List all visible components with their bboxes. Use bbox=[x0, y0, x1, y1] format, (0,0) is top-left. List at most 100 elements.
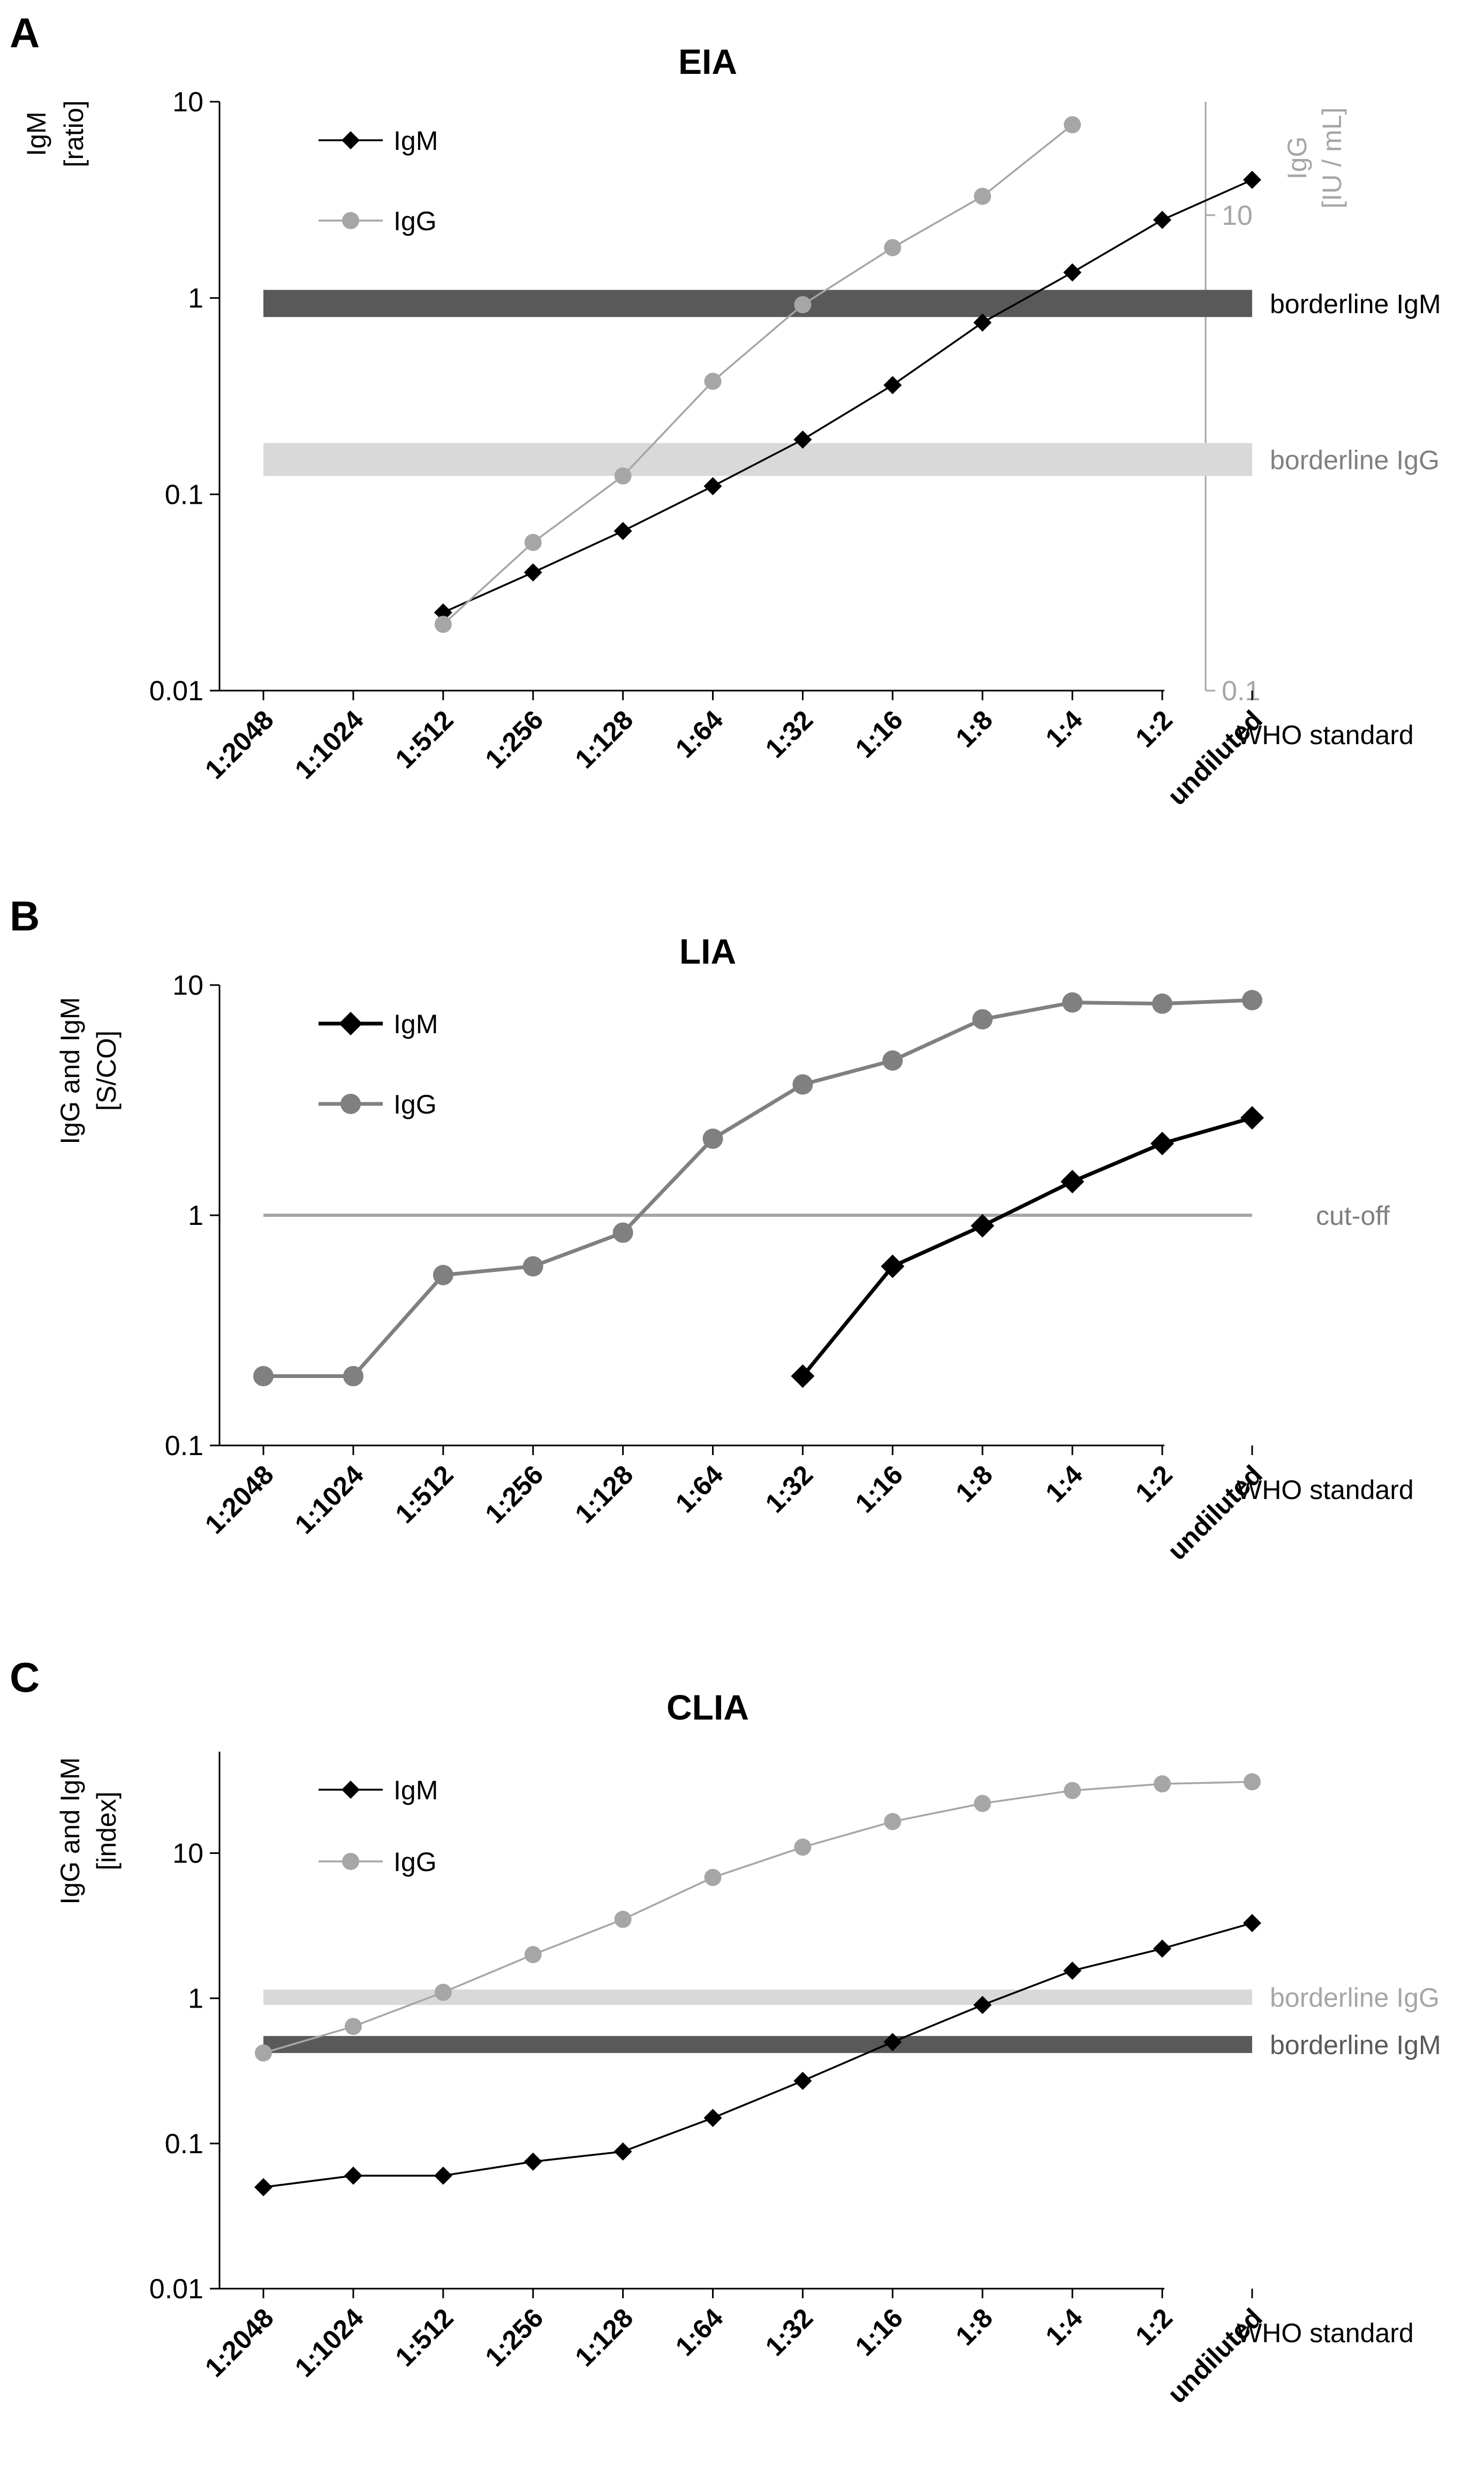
legend-label-igm: IgM bbox=[393, 126, 438, 156]
data-point-igg bbox=[1243, 1773, 1261, 1791]
data-point-igm bbox=[254, 2178, 272, 2197]
data-point-igg bbox=[704, 1868, 722, 1886]
x-tick-label: 1:32 bbox=[760, 705, 819, 763]
data-point-igg bbox=[882, 1050, 903, 1071]
panel-label: C bbox=[10, 1654, 40, 1701]
data-point-igg bbox=[253, 1366, 274, 1387]
y2-tick-label: 10 bbox=[1222, 200, 1253, 231]
data-point-igm bbox=[973, 1996, 992, 2015]
y-axis-label-line1: IgM bbox=[21, 111, 51, 156]
data-point-igg bbox=[524, 534, 542, 551]
x-tick-label: 1:2048 bbox=[199, 2303, 279, 2383]
borderline-band bbox=[263, 443, 1252, 476]
x-tick-label: 1:64 bbox=[670, 2303, 729, 2361]
data-point-igg bbox=[434, 1983, 452, 2001]
data-point-igg bbox=[794, 1838, 812, 1856]
x-tick-label: 1:2 bbox=[1130, 705, 1178, 753]
data-point-igm bbox=[703, 2109, 722, 2127]
data-point-igm bbox=[1243, 1914, 1261, 1933]
data-point-igm bbox=[881, 1254, 905, 1278]
legend-label-igm: IgM bbox=[393, 1775, 438, 1805]
x-tick-label: 1:64 bbox=[670, 705, 729, 763]
x-tick-label: 1:8 bbox=[950, 705, 998, 753]
y-tick-label: 1 bbox=[188, 1983, 203, 2015]
x-tick-label: 1:64 bbox=[670, 1459, 729, 1518]
legend-label-igg: IgG bbox=[393, 1847, 437, 1877]
data-point-igm bbox=[434, 2166, 452, 2185]
data-point-igm bbox=[434, 603, 452, 622]
data-point-igg bbox=[974, 187, 991, 205]
chart-title: LIA bbox=[679, 932, 736, 971]
series-line-igm bbox=[443, 179, 1253, 614]
data-point-igm bbox=[1243, 170, 1261, 189]
band-label: borderline IgG bbox=[1270, 445, 1440, 475]
y-axis-label-line1: IgG and IgM bbox=[55, 1757, 85, 1904]
data-point-igg bbox=[1152, 993, 1172, 1014]
y-axis-label-line2: [index] bbox=[92, 1791, 122, 1870]
x-tick-label: 1:1024 bbox=[289, 705, 369, 785]
y-tick-label: 10 bbox=[172, 87, 203, 118]
data-point-igg bbox=[794, 296, 812, 314]
band-label: borderline IgG bbox=[1270, 1983, 1440, 2013]
data-point-igg bbox=[702, 1129, 723, 1149]
y-tick-label: 1 bbox=[188, 283, 203, 314]
data-point-igm bbox=[971, 1214, 995, 1238]
x-tick-label: 1:32 bbox=[760, 1459, 819, 1518]
data-point-igg bbox=[612, 1222, 633, 1243]
x-tick-label: 1:512 bbox=[390, 2303, 459, 2372]
data-point-igm bbox=[524, 563, 542, 582]
x-tick-label: 1:8 bbox=[950, 2303, 998, 2351]
chart-title: EIA bbox=[678, 42, 737, 81]
data-point-igm bbox=[703, 477, 722, 496]
data-point-igg bbox=[614, 1911, 632, 1928]
data-point-igm bbox=[344, 2166, 362, 2185]
data-point-igm bbox=[791, 1364, 815, 1388]
x-tick-label: 1:1024 bbox=[289, 2303, 369, 2383]
data-point-igg bbox=[523, 1256, 543, 1277]
data-point-igm bbox=[883, 2033, 902, 2051]
legend-marker-igg bbox=[342, 212, 359, 229]
data-point-igm bbox=[614, 2142, 632, 2161]
borderline-band bbox=[263, 1989, 1252, 2005]
legend-marker-igm bbox=[342, 131, 360, 149]
x-tick-label: 1:128 bbox=[569, 705, 639, 774]
x-tick-label: 1:2048 bbox=[199, 1459, 279, 1540]
data-point-igm bbox=[1150, 1131, 1174, 1155]
y-tick-label: 1 bbox=[188, 1200, 203, 1231]
cutoff-label: cut-off bbox=[1316, 1201, 1390, 1231]
data-point-igm bbox=[1063, 1962, 1082, 1980]
data-point-igg bbox=[433, 1265, 453, 1285]
data-point-igg bbox=[434, 616, 452, 633]
borderline-band bbox=[263, 2036, 1252, 2053]
y-tick-label: 10 bbox=[172, 970, 203, 1001]
y-tick-label: 10 bbox=[172, 1838, 203, 1869]
chart-panel-b: B LIA 10 1 0.1 IgG and IgM [S/CO] 1:2048 1:1024 1… bbox=[10, 892, 1414, 1566]
y-tick-label: 0.01 bbox=[149, 2274, 203, 2305]
legend-label-igg: IgG bbox=[393, 206, 437, 236]
data-point-igg bbox=[1064, 1782, 1081, 1799]
legend-marker-igg bbox=[340, 1094, 361, 1114]
data-point-igm bbox=[973, 313, 992, 332]
y-axis-label-line1: IgG and IgM bbox=[55, 997, 85, 1144]
data-point-igg bbox=[792, 1074, 813, 1095]
x-tick-label: 1:256 bbox=[479, 1459, 549, 1529]
borderline-band bbox=[263, 290, 1252, 317]
data-point-igm bbox=[1061, 1170, 1085, 1194]
data-point-igg bbox=[344, 2018, 362, 2035]
x-tick-label: 1:2048 bbox=[199, 705, 279, 785]
data-point-igg bbox=[614, 467, 632, 484]
data-point-igg bbox=[704, 373, 722, 390]
x-tick-label: 1:1024 bbox=[289, 1459, 369, 1540]
x-tick-label: 1:256 bbox=[479, 705, 549, 774]
x-axis-label: WHO standard bbox=[1237, 2318, 1414, 2348]
x-tick-label: 1:256 bbox=[479, 2303, 549, 2372]
y2-tick-label: 0.1 bbox=[1222, 676, 1260, 707]
data-point-igg bbox=[343, 1366, 364, 1387]
y-axis-label-line2: [S/CO] bbox=[92, 1031, 122, 1111]
x-tick-label: 1:16 bbox=[850, 2303, 908, 2361]
y-tick-label: 0.1 bbox=[165, 1430, 203, 1462]
x-axis-label: WHO standard bbox=[1237, 1475, 1414, 1505]
data-point-igm bbox=[883, 376, 902, 395]
